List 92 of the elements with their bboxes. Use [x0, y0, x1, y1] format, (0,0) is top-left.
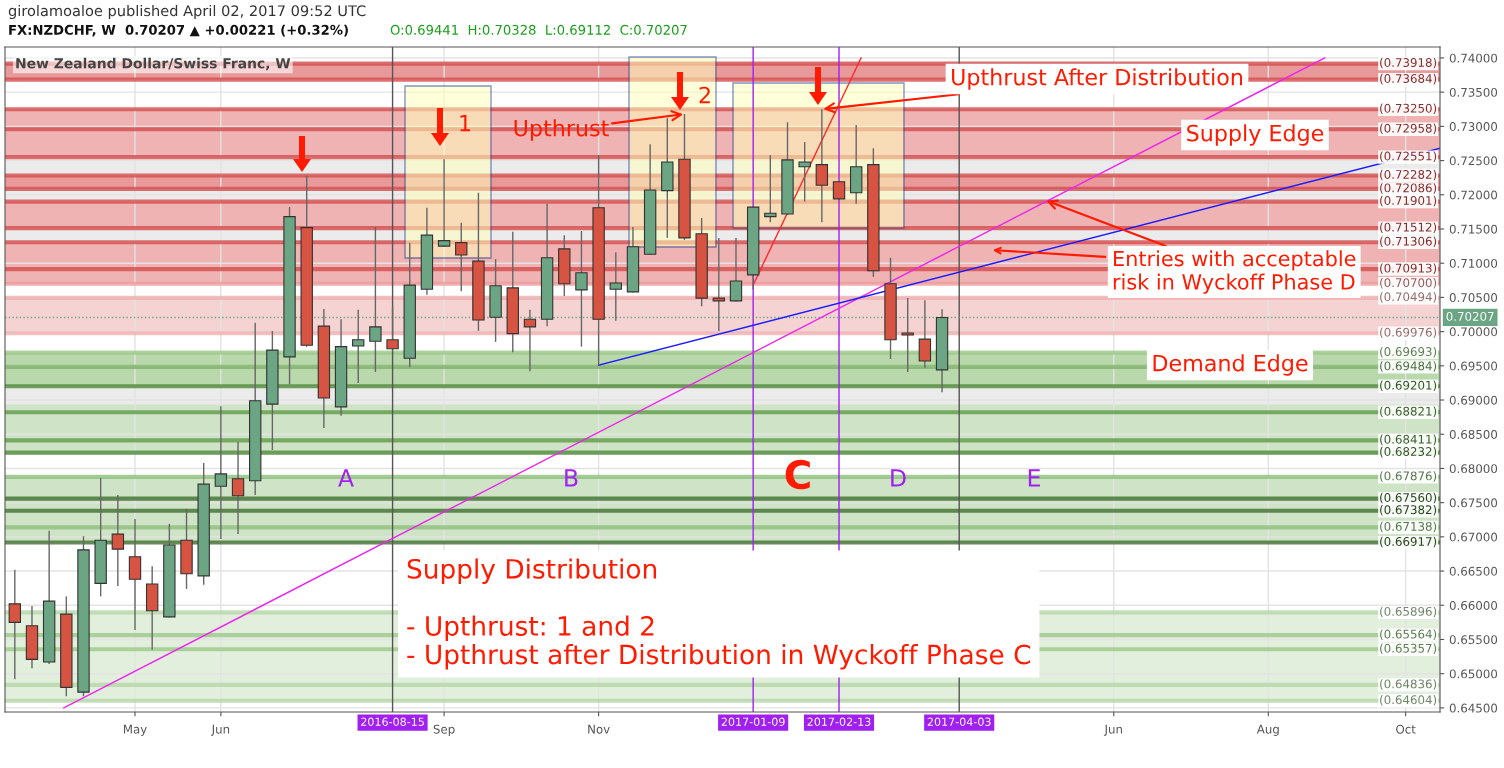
y-tick-label: 0.70000 [1449, 327, 1498, 337]
candlestick [798, 141, 811, 203]
candlestick [128, 518, 142, 631]
candlestick [918, 299, 932, 369]
ref-line-label: (0.70494) [1380, 292, 1437, 303]
y-tick-label: 0.74000 [1449, 53, 1498, 63]
annotation: Supply Distribution - Upthrust: 1 and 2 - Upthrust after Distribution in Wyckoff Phase C [407, 558, 1031, 670]
ref-line-label: (0.67138) [1380, 521, 1437, 533]
ref-line-label: (0.69201) [1380, 380, 1437, 392]
y-tick-label: 0.67000 [1449, 532, 1498, 542]
x-tick-label: Aug [1256, 724, 1279, 736]
annotation: Upthrust [514, 119, 609, 141]
y-tick-label: 0.66000 [1449, 600, 1498, 610]
text: girolamoaloe published April 02, 2017 09:52 UTC [8, 4, 366, 20]
annotation: Supply Edge [1187, 124, 1324, 146]
ref-line-label: 0.70207 [1446, 311, 1494, 321]
text: New Zealand Dollar/Swiss Franc, W [16, 57, 291, 71]
y-tick-label: 0.69000 [1449, 395, 1498, 405]
candlestick [8, 569, 22, 680]
ref-line-label: (0.67876) [1380, 471, 1437, 482]
annotation: 1 [460, 114, 471, 132]
ref-line-label: (0.67382) [1380, 505, 1437, 516]
x-tick-label: Oct [1396, 724, 1416, 734]
ref-line-label: (0.72282) [1380, 169, 1437, 181]
y-tick-label: 0.71000 [1449, 258, 1498, 268]
annotation: 2 [699, 86, 710, 104]
ref-line-label: (0.73684) [1380, 73, 1437, 85]
ref-line-label: (0.72958) [1380, 123, 1437, 135]
candlestick [111, 494, 125, 587]
candlestick [214, 405, 228, 540]
y-tick-label: 0.73000 [1449, 122, 1498, 132]
y-tick-label: 0.65500 [1449, 635, 1498, 645]
ref-line-label: 2017-01-09 [721, 717, 785, 726]
annotation: A [338, 469, 354, 487]
ref-line-label: (0.71306) [1380, 236, 1437, 248]
ref-line-label: (0.69976) [1380, 327, 1437, 339]
y-tick-label: 0.72500 [1449, 156, 1498, 166]
ref-line-label: (0.73918) [1380, 57, 1437, 69]
x-tick-label: Jun [1103, 724, 1122, 736]
ref-line-label: (0.70913) [1380, 263, 1437, 274]
candlestick [386, 306, 399, 352]
ref-line-label: (0.71901) [1380, 195, 1437, 207]
y-tick-label: 0.66500 [1449, 566, 1498, 576]
y-tick-label: 0.71500 [1449, 224, 1498, 234]
candlestick [764, 154, 777, 223]
ref-line-label: (0.73250) [1380, 103, 1437, 115]
ref-line-label: (0.64604) [1380, 695, 1437, 706]
text: O:0.69441 H:0.70328 L:0.69112 C:0.70207 [390, 24, 687, 35]
x-tick-label: Jun [211, 724, 230, 736]
candlestick [523, 309, 537, 372]
ref-line-label: (0.68821) [1380, 406, 1437, 418]
annotation: B [565, 469, 578, 487]
y-tick-label: 0.64500 [1449, 703, 1498, 713]
ref-line-label: 2016-08-15 [361, 717, 424, 726]
annotation: D [891, 469, 906, 487]
text: FX:NZDCHF, W 0.70207 ▲ +0.00221 (+0.32%) [9, 24, 348, 37]
annotation: Demand Edge [1153, 354, 1308, 376]
ref-line-label: 2017-02-13 [807, 717, 871, 726]
ref-line-label: (0.70700) [1380, 278, 1437, 289]
x-tick-label: Nov [588, 724, 610, 734]
ref-line-label: (0.69484) [1380, 361, 1437, 372]
ref-line-label: (0.71512) [1380, 222, 1437, 233]
y-tick-label: 0.72000 [1449, 190, 1498, 200]
candlestick [729, 237, 743, 303]
ref-line-label: (0.66917) [1380, 536, 1437, 548]
candlestick [437, 158, 451, 248]
y-tick-label: 0.65000 [1449, 669, 1498, 679]
annotation: C [785, 459, 810, 490]
ref-line-label: (0.68411) [1380, 434, 1437, 446]
y-tick-label: 0.67500 [1449, 498, 1498, 508]
candlestick [901, 297, 914, 373]
ref-line-label: 2017-04-03 [927, 717, 991, 726]
annotation: Entries with acceptable risk in Wyckoff Phase D [1113, 250, 1356, 294]
y-tick-label: 0.68000 [1449, 464, 1498, 474]
ref-line-label: (0.64836) [1380, 679, 1437, 690]
ref-line-label: (0.65357) [1380, 643, 1437, 655]
x-tick-label: May [123, 724, 147, 736]
ref-line-label: (0.69693) [1380, 346, 1437, 358]
y-tick-label: 0.69500 [1449, 361, 1498, 371]
x-tick-label: Sep [433, 724, 455, 736]
ref-line-label: (0.67560) [1380, 492, 1437, 504]
ref-line-label: (0.68232) [1380, 446, 1437, 458]
y-tick-label: 0.68500 [1449, 429, 1498, 439]
y-tick-label: 0.70500 [1449, 293, 1498, 303]
y-tick-label: 0.73500 [1449, 87, 1498, 97]
ref-line-label: (0.72086) [1380, 183, 1437, 194]
ref-line-label: (0.72551) [1380, 151, 1437, 162]
ref-line-label: (0.65896) [1380, 606, 1437, 618]
annotation: Upthrust After Distribution [952, 68, 1243, 90]
annotation: E [1028, 469, 1040, 487]
ref-line-label: (0.65564) [1380, 629, 1437, 640]
candlestick [231, 441, 245, 535]
